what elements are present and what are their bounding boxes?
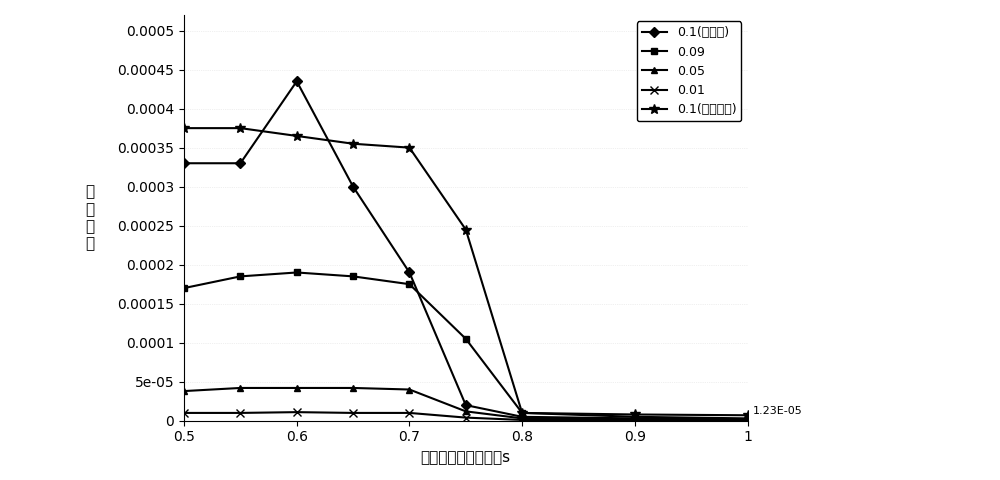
0.09 (516, 410, 528, 416)
0.09 (742, 416, 754, 421)
0.01 (460, 415, 472, 420)
0.1(含坏数据) (516, 410, 528, 416)
0.1(含坏数据) (234, 125, 246, 131)
0.05 (234, 385, 246, 391)
0.05 (629, 416, 641, 422)
0.09 (178, 285, 190, 291)
0.01 (516, 417, 528, 423)
0.1(含坏数据) (742, 412, 754, 418)
Line: 0.1(标准差): 0.1(标准差) (181, 78, 751, 422)
0.1(含坏数据) (291, 133, 303, 139)
0.1(标准差) (347, 184, 359, 190)
0.09 (291, 270, 303, 276)
0.1(标准差) (629, 416, 641, 421)
0.01 (629, 417, 641, 423)
Text: 1.23E-05: 1.23E-05 (753, 406, 803, 416)
0.1(标准差) (742, 416, 754, 422)
0.05 (742, 417, 754, 423)
Legend: 0.1(标准差), 0.09, 0.05, 0.01, 0.1(含坏数据): 0.1(标准差), 0.09, 0.05, 0.01, 0.1(含坏数据) (637, 21, 741, 121)
0.05 (347, 385, 359, 391)
0.1(标准差) (460, 402, 472, 408)
0.05 (403, 386, 415, 392)
Y-axis label: 偏
差
均
値: 偏 差 均 値 (85, 184, 94, 252)
0.01 (178, 410, 190, 416)
0.05 (460, 408, 472, 414)
0.09 (460, 336, 472, 342)
0.1(含坏数据) (347, 141, 359, 146)
0.1(标准差) (178, 160, 190, 166)
X-axis label: 支路电流量测覆盖度s: 支路电流量测覆盖度s (421, 450, 511, 465)
0.09 (629, 414, 641, 420)
0.05 (516, 416, 528, 421)
0.01 (234, 410, 246, 416)
0.01 (403, 410, 415, 416)
0.1(含坏数据) (403, 145, 415, 151)
Line: 0.05: 0.05 (181, 384, 751, 423)
0.01 (347, 410, 359, 416)
0.1(标准差) (516, 414, 528, 420)
Line: 0.01: 0.01 (180, 408, 752, 424)
0.1(含坏数据) (460, 227, 472, 232)
0.09 (347, 274, 359, 279)
0.1(标准差) (234, 160, 246, 166)
0.1(标准差) (291, 78, 303, 84)
0.09 (234, 274, 246, 279)
0.1(含坏数据) (178, 125, 190, 131)
0.1(含坏数据) (629, 412, 641, 418)
Line: 0.1(含坏数据): 0.1(含坏数据) (179, 123, 752, 420)
0.1(标准差) (403, 270, 415, 276)
0.01 (742, 417, 754, 423)
0.09 (403, 281, 415, 287)
Line: 0.09: 0.09 (181, 269, 751, 422)
0.05 (178, 388, 190, 394)
0.01 (291, 409, 303, 415)
0.05 (291, 385, 303, 391)
